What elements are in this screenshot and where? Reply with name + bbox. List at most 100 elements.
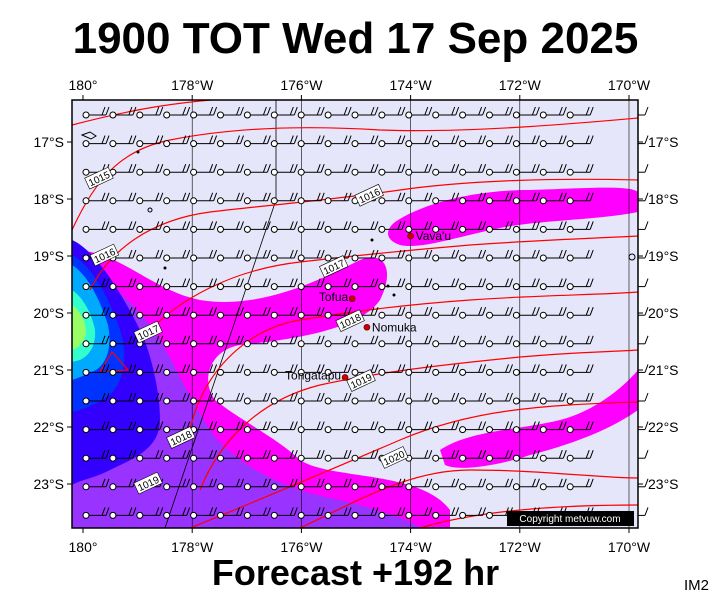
wind-barb-edge [638,307,649,316]
wind-barb [351,221,379,233]
wind-barb [566,478,594,491]
wind-barb [539,192,567,205]
wind-barb [405,478,433,491]
wind-barb [136,450,164,462]
wind-barb [270,307,298,319]
wind-barb-edge [638,478,649,488]
wind-barb [324,421,352,434]
wind-barb [324,135,352,148]
wind-barb [539,106,567,119]
wind-barb [324,335,352,348]
wind-barb [512,478,540,491]
wind-barb [163,106,191,119]
wind-barb [136,392,164,405]
wind-barb [270,364,298,376]
wind-barb [486,307,513,319]
wind-barb [324,392,352,405]
wind-barb [539,135,567,148]
plot-frame [71,99,639,529]
wind-barb [217,450,244,462]
wind-barb-edge [638,221,649,230]
wind-barb [459,192,487,205]
wind-barb [136,421,164,434]
wind-barb [270,164,298,176]
wind-barb [432,364,460,376]
wind-barb [243,364,271,376]
wind-barb [486,135,513,148]
wind-barb [82,135,110,148]
wind-barb [270,478,298,491]
wind-barb [270,106,298,119]
wind-barb [405,164,433,176]
wind-barb [432,164,460,176]
wind-barb [190,335,218,348]
wind-barb [82,106,110,119]
wind-barb [109,192,137,205]
lat-label-right: 23°S [648,476,679,492]
wind-barb [136,164,164,176]
wind-barb [324,450,352,462]
lon-label-top: 176°W [280,77,323,93]
place-name: Nomuka [372,320,417,334]
wind-barb [378,335,406,348]
wind-barb [243,478,271,491]
wind-barb [217,249,244,262]
wind-barb [82,221,110,233]
lat-label-left: 18°S [33,191,64,207]
wind-barb [82,421,110,434]
wind-barb [190,249,218,262]
wind-barb [190,478,218,491]
wind-barb [351,164,379,176]
place-marker: Tongatapu [285,368,349,382]
wind-barb [109,392,137,405]
lat-label-left: 20°S [33,305,64,321]
place-marker: Vava'u [407,229,451,243]
wind-barb [378,249,406,262]
map-title: 1900 TOT Wed 17 Sep 2025 [72,14,639,63]
wind-barb [190,278,218,291]
wind-barb [243,507,271,519]
lat-label-left: 22°S [33,419,64,435]
wind-barb [432,478,460,491]
wind-barb [297,335,325,348]
wind-barb [512,364,540,376]
lon-label-top: 174°W [390,77,433,93]
wind-barb [351,450,379,462]
wind-barb [217,392,244,405]
wind-barb [82,335,110,348]
wind-barb [297,249,325,262]
wind-barb [163,392,191,405]
wind-barb [432,421,460,434]
wind-barb [351,249,379,262]
wind-barb [566,307,594,319]
wind-barb-edge [638,278,649,288]
lon-label-top: 170°W [608,77,651,93]
wind-barb [566,249,594,262]
place-marker: Nomuka [363,320,417,334]
wind-barb [190,192,218,205]
wind-barb [217,221,244,233]
wind-barb [217,106,244,119]
wind-barb [270,249,298,262]
wind-barb [136,278,164,291]
wind-barb [566,192,594,205]
wind-barb [566,106,594,119]
wind-barb [217,192,244,205]
wind-barb [109,135,137,148]
wind-barb [297,478,325,491]
lat-label-right: 21°S [648,362,679,378]
wind-barb [512,307,540,319]
wind-barb [217,364,244,376]
wind-barb [136,192,164,205]
wind-barb [459,335,487,348]
wind-barb [243,106,271,119]
wind-barb [432,221,460,233]
wind-barb [512,164,540,176]
wind-barb [405,450,433,462]
wind-barb [217,507,244,519]
wind-barb [539,278,567,291]
wind-barb [432,307,460,319]
wind-barb [324,278,352,291]
wind-barb [297,164,325,176]
wind-barb [486,478,513,491]
